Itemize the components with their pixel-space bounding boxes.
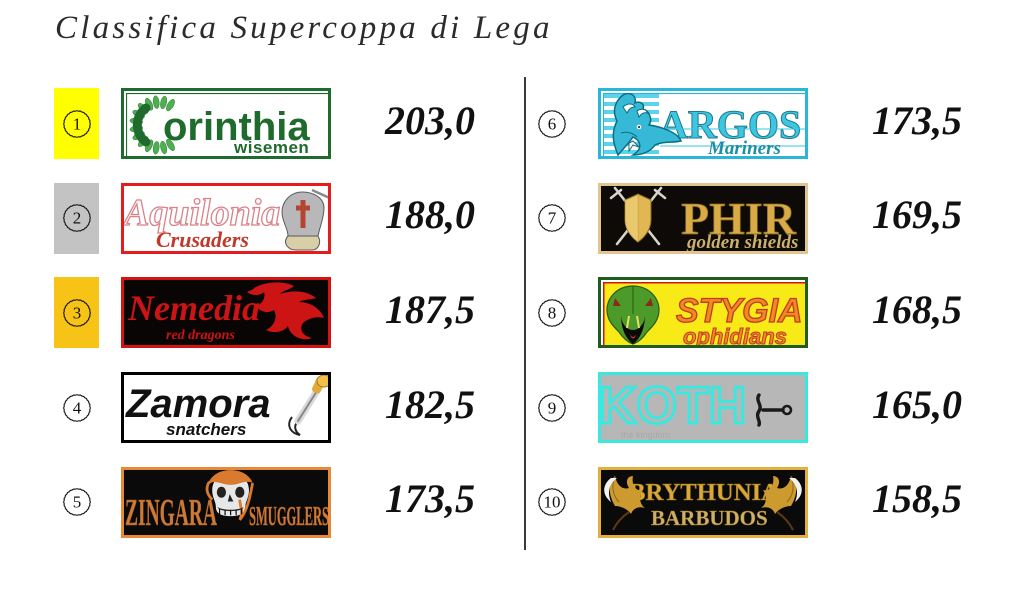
svg-text:wisemen: wisemen — [233, 138, 309, 157]
svg-text:the kingdom: the kingdom — [621, 430, 670, 440]
svg-text:2: 2 — [73, 209, 82, 228]
svg-text:1: 1 — [73, 114, 82, 133]
svg-text:7: 7 — [548, 209, 557, 228]
svg-text:Crusaders: Crusaders — [156, 227, 249, 251]
svg-text:6: 6 — [548, 114, 557, 133]
svg-text:Mariners: Mariners — [707, 138, 781, 158]
svg-text:ophidians: ophidians — [683, 324, 787, 347]
svg-text:8: 8 — [548, 303, 557, 322]
svg-text:3: 3 — [73, 303, 82, 322]
svg-text:SMUGGLERS: SMUGGLERS — [249, 501, 328, 531]
svg-text:golden shields: golden shields — [686, 232, 798, 251]
svg-text:snatchers: snatchers — [166, 420, 246, 439]
svg-text:red dragons: red dragons — [166, 328, 235, 343]
svg-text:Nemedia: Nemedia — [127, 288, 260, 328]
svg-text:5: 5 — [73, 493, 82, 512]
svg-text:9: 9 — [548, 398, 557, 417]
svg-text:BRYTHUNIA: BRYTHUNIA — [629, 480, 780, 506]
svg-text:BARBUDOS: BARBUDOS — [651, 506, 768, 530]
svg-text:ZINGARA: ZINGARA — [125, 491, 217, 533]
svg-text:KOTH: KOTH — [601, 377, 746, 435]
svg-text:4: 4 — [73, 398, 82, 417]
svg-text:10: 10 — [544, 493, 561, 512]
